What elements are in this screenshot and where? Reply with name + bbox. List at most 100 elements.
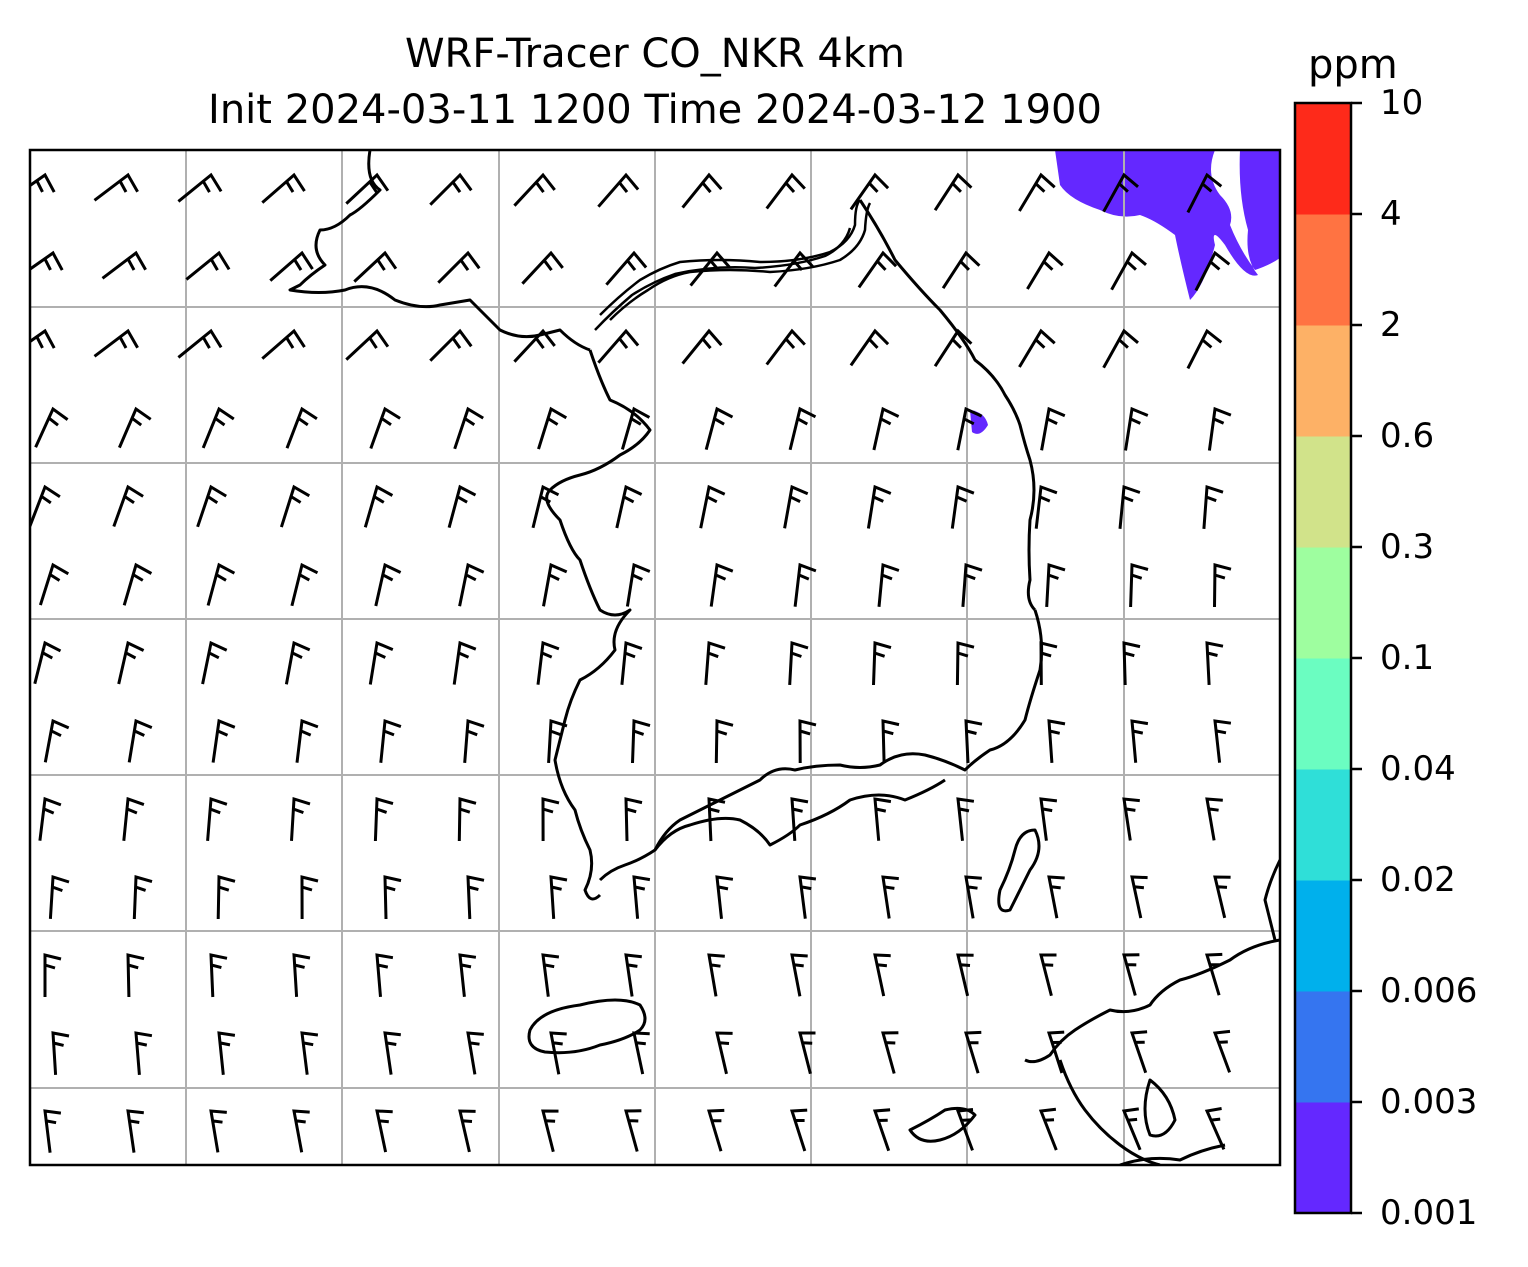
wind-barb bbox=[849, 328, 890, 367]
wind-barb bbox=[597, 172, 640, 208]
wind-barb bbox=[881, 1031, 899, 1074]
wind-barb bbox=[209, 953, 228, 998]
wind-barb bbox=[964, 719, 983, 764]
wind-barb bbox=[681, 172, 723, 209]
colorbar-frame bbox=[1293, 101, 1353, 1215]
wind-barb bbox=[866, 484, 892, 529]
wind-barb bbox=[466, 1031, 484, 1075]
wind-barb bbox=[1121, 1107, 1142, 1151]
wind-barb bbox=[872, 1108, 891, 1152]
wind-barb bbox=[185, 250, 231, 281]
wind-barb bbox=[118, 406, 152, 449]
wind-barb bbox=[457, 797, 477, 842]
wind-barb bbox=[290, 562, 319, 607]
plume-northeast bbox=[1055, 150, 1280, 300]
wind-barb bbox=[1018, 328, 1056, 368]
colorbar-segment bbox=[1295, 547, 1351, 659]
wind-barb bbox=[196, 484, 227, 528]
wind-barb bbox=[279, 484, 311, 528]
wind-barb bbox=[30, 484, 61, 527]
colorbar-segment bbox=[1295, 436, 1351, 548]
wind-barb bbox=[541, 797, 560, 842]
wind-barb bbox=[1118, 484, 1141, 529]
wind-barb bbox=[709, 562, 734, 607]
wind-barb bbox=[458, 1109, 476, 1153]
wind-barb bbox=[704, 406, 734, 450]
wind-barb bbox=[43, 718, 70, 763]
wind-barb bbox=[51, 1031, 70, 1075]
wind-barb bbox=[373, 797, 394, 842]
wind-barb bbox=[632, 1031, 650, 1075]
wind-barb bbox=[536, 640, 560, 685]
wind-barb bbox=[632, 875, 651, 919]
wind-barb bbox=[715, 875, 734, 919]
wind-barb bbox=[453, 406, 484, 450]
wind-barb bbox=[798, 719, 817, 764]
wind-barb bbox=[117, 640, 145, 685]
wind-barb bbox=[964, 1030, 982, 1074]
wind-barb bbox=[513, 172, 556, 207]
wind-barb bbox=[521, 250, 564, 285]
wind-barb bbox=[798, 875, 817, 919]
wind-barb bbox=[631, 719, 651, 764]
wind-barb bbox=[689, 250, 731, 287]
wind-barb bbox=[43, 1109, 62, 1153]
colorbar-tick-label: 0.02 bbox=[1380, 860, 1456, 900]
wind-barb bbox=[624, 797, 643, 842]
wind-barb bbox=[849, 172, 890, 211]
colorbar-segment bbox=[1295, 1102, 1351, 1214]
kyushu-south bbox=[1119, 1143, 1226, 1165]
wind-barb bbox=[466, 875, 485, 920]
wind-barb bbox=[681, 328, 723, 365]
wind-barb bbox=[38, 796, 62, 841]
wind-barb bbox=[261, 328, 306, 360]
wind-barb bbox=[30, 250, 64, 271]
wind-barb bbox=[206, 562, 236, 606]
wind-barb bbox=[126, 953, 145, 998]
colorbar-segment bbox=[1295, 769, 1351, 881]
colorbar-tick-label: 0.003 bbox=[1380, 1082, 1478, 1122]
coast-korea-south-islands bbox=[653, 778, 946, 851]
colorbar-tick-label: 0.6 bbox=[1380, 416, 1435, 456]
jeju-island bbox=[527, 998, 647, 1055]
wind-barb bbox=[961, 562, 983, 608]
wind-barb bbox=[625, 562, 651, 607]
colorbar-segment bbox=[1295, 325, 1351, 437]
wind-barb bbox=[1130, 875, 1148, 919]
wind-barb bbox=[956, 406, 983, 451]
wind-barb bbox=[881, 719, 900, 764]
wind-barb bbox=[950, 484, 975, 529]
wind-barb bbox=[211, 718, 236, 763]
colorbar-tick-label: 2 bbox=[1380, 305, 1402, 345]
wind-barb bbox=[933, 328, 973, 368]
wind-barb bbox=[877, 562, 900, 607]
colorbar-tick-label: 0.001 bbox=[1380, 1193, 1478, 1233]
wind-barb bbox=[1213, 719, 1232, 763]
wind-barb bbox=[1018, 172, 1056, 212]
wind-barb bbox=[1102, 172, 1139, 213]
wind-barb bbox=[1102, 328, 1139, 369]
wind-barb bbox=[1213, 563, 1232, 608]
kyushu-west bbox=[1058, 1059, 1161, 1165]
wind-barb bbox=[513, 328, 556, 363]
wind-barb bbox=[699, 484, 726, 529]
wind-barb bbox=[209, 1109, 227, 1153]
coast-liaodong bbox=[858, 199, 1037, 612]
wind-barb bbox=[429, 328, 473, 362]
wind-barb bbox=[765, 328, 806, 366]
wind-barb bbox=[1129, 1030, 1148, 1074]
plume-small-patch bbox=[970, 410, 988, 434]
wind-barb bbox=[206, 796, 228, 842]
wind-barb bbox=[300, 1031, 319, 1075]
wind-barb bbox=[788, 406, 817, 451]
wind-barb bbox=[788, 641, 809, 685]
wind-barb bbox=[1204, 1107, 1226, 1151]
co-plume bbox=[970, 150, 1280, 434]
wind-barb bbox=[537, 406, 568, 450]
wind-barb bbox=[1124, 406, 1149, 451]
wind-barb bbox=[1122, 953, 1140, 996]
wind-barb bbox=[857, 250, 898, 289]
wind-barb bbox=[872, 641, 892, 686]
coast-bohai-west bbox=[288, 150, 591, 352]
